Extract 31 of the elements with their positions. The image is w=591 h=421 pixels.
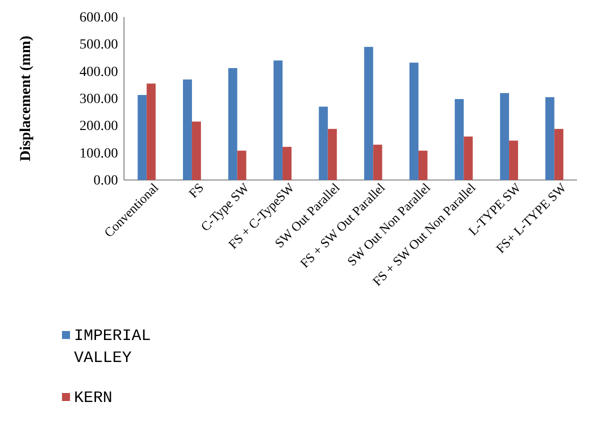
legend-label: KERN (74, 389, 112, 407)
bar (228, 68, 238, 180)
bar (364, 46, 374, 180)
bar (509, 140, 518, 180)
bar (146, 84, 156, 180)
bar (373, 144, 382, 180)
y-tick-label: 200.00 (80, 119, 118, 134)
bar (500, 93, 510, 180)
bar (274, 60, 283, 180)
x-tick-label: FS (186, 180, 206, 201)
bar (545, 97, 554, 180)
y-axis-title: Displacement (mm) (18, 36, 34, 162)
y-tick-label: 300.00 (80, 92, 118, 107)
bar (464, 136, 473, 180)
bar (318, 106, 328, 180)
y-tick-label: 400.00 (80, 64, 118, 80)
y-tick-label: 0.00 (94, 173, 118, 188)
bar (192, 122, 201, 180)
bar (282, 146, 292, 180)
bar (237, 150, 246, 180)
y-tick-label: 600.00 (80, 10, 118, 26)
bar (182, 79, 192, 180)
bar (138, 94, 147, 180)
y-tick-label: 500.00 (80, 38, 118, 53)
bar (409, 62, 418, 180)
bar (554, 128, 564, 180)
y-tick-label: 100.00 (80, 146, 118, 162)
legend-label: IMPERIAL VALLEY (74, 327, 151, 367)
bar (454, 99, 464, 180)
bar (418, 150, 428, 180)
bar (328, 128, 337, 180)
